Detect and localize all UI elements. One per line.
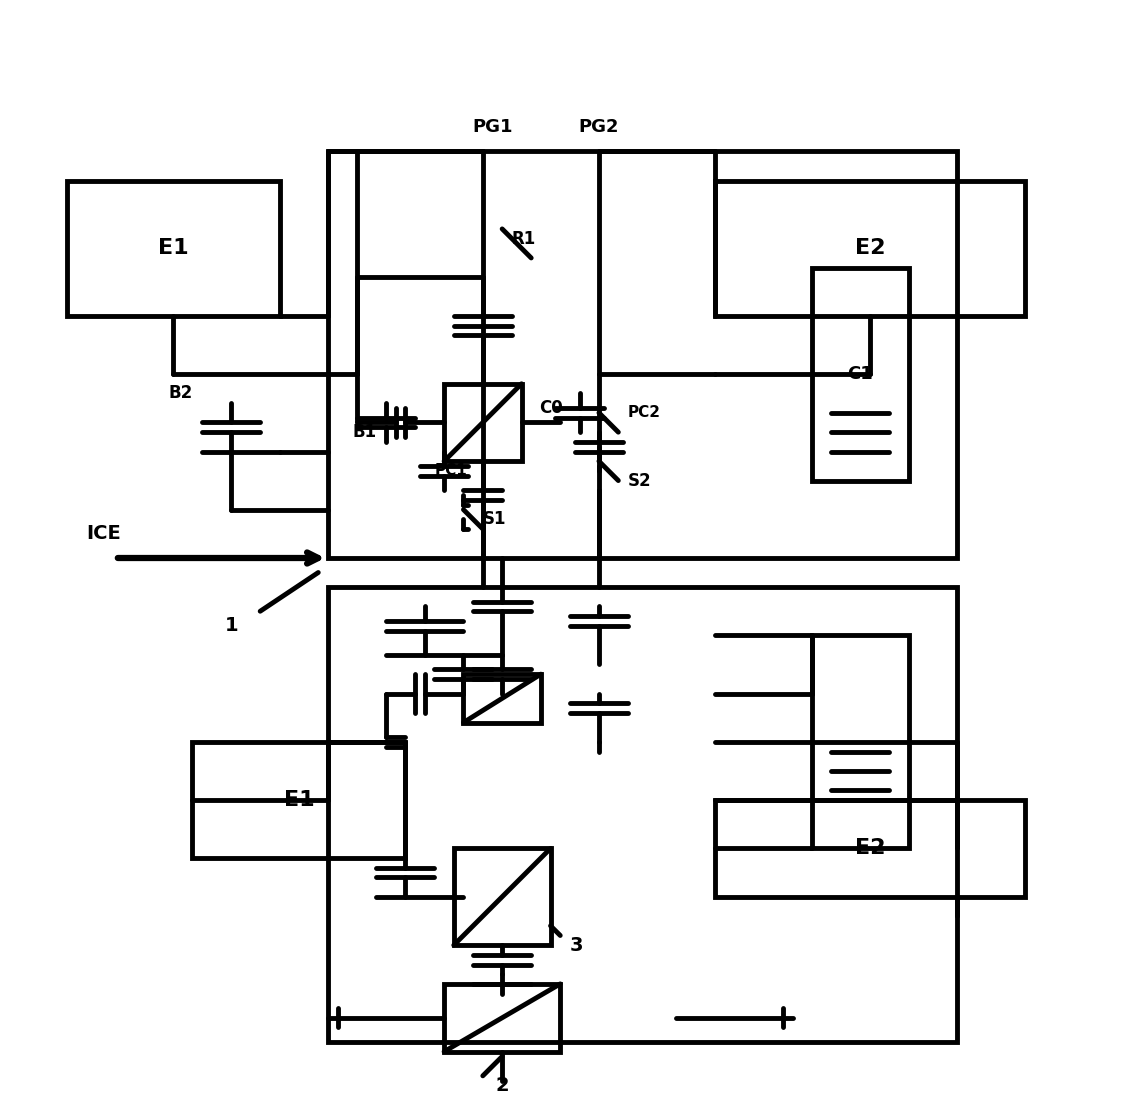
Bar xyxy=(812,635,909,849)
Text: R1: R1 xyxy=(512,230,536,248)
Text: E1: E1 xyxy=(158,238,188,258)
Text: PG1: PG1 xyxy=(472,118,513,137)
Text: PC2: PC2 xyxy=(628,406,661,420)
Text: C0: C0 xyxy=(539,399,563,417)
Text: E1: E1 xyxy=(284,790,314,810)
Bar xyxy=(328,587,957,1042)
Bar xyxy=(444,984,561,1052)
Text: ICE: ICE xyxy=(86,524,120,543)
Text: S2: S2 xyxy=(628,471,651,490)
Bar xyxy=(328,151,957,558)
Bar xyxy=(812,268,909,481)
Text: S1: S1 xyxy=(482,510,506,529)
Text: PG2: PG2 xyxy=(579,118,620,137)
Bar xyxy=(463,674,541,722)
Bar xyxy=(454,849,550,945)
Text: C1: C1 xyxy=(848,366,873,383)
Bar xyxy=(444,383,521,461)
Text: B1: B1 xyxy=(352,423,377,441)
Bar xyxy=(715,800,1025,897)
Text: PC1: PC1 xyxy=(435,463,468,479)
Text: E2: E2 xyxy=(855,238,885,258)
Text: 3: 3 xyxy=(570,935,583,954)
Bar xyxy=(67,180,279,316)
Bar xyxy=(193,742,405,858)
Text: E2: E2 xyxy=(855,839,885,859)
Text: B2: B2 xyxy=(168,384,193,402)
Bar xyxy=(715,180,1025,316)
Text: 1: 1 xyxy=(225,617,238,635)
Text: 2: 2 xyxy=(495,1077,508,1095)
